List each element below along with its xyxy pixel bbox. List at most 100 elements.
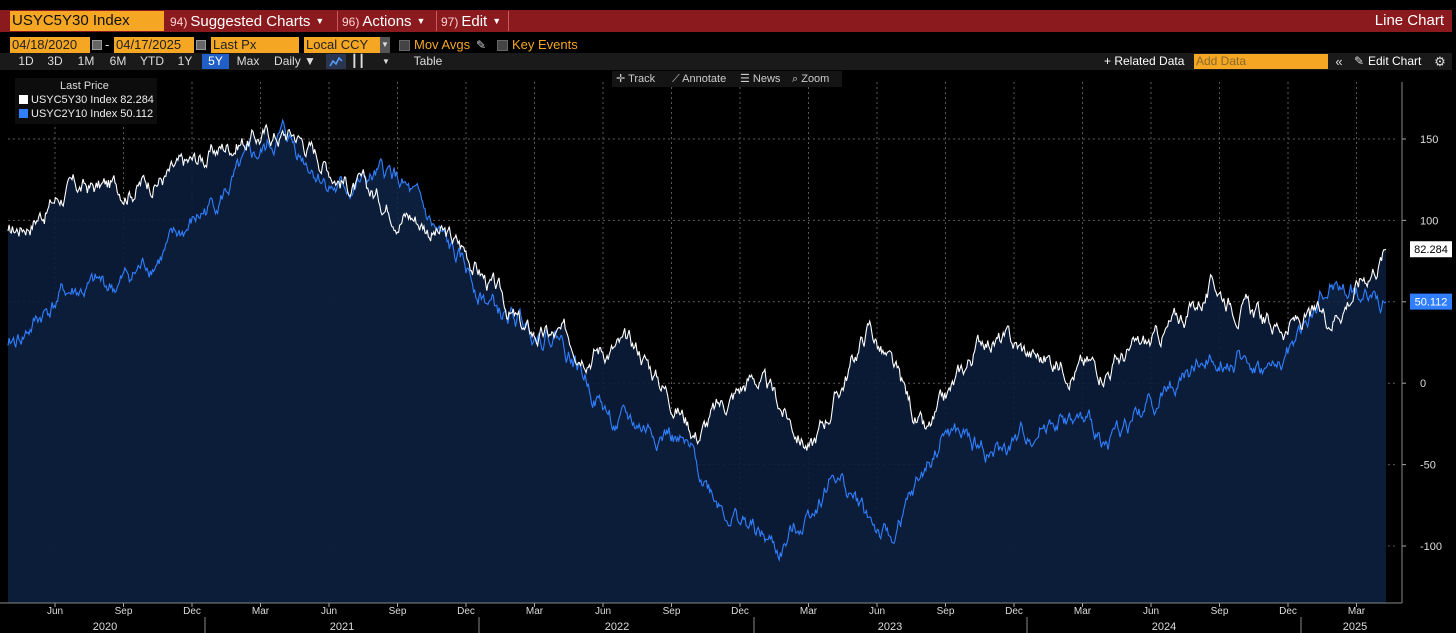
ticker-field[interactable]: USYC5Y30 Index [10, 11, 164, 31]
period-5y[interactable]: 5Y [202, 54, 229, 69]
x-tick-label: Mar [800, 606, 818, 617]
divider [436, 11, 437, 31]
key-events-label[interactable]: Key Events [512, 37, 578, 52]
x-tick-label: Jun [595, 606, 611, 617]
x-tick-label: Dec [731, 606, 749, 617]
chevron-down-icon[interactable]: ▼ [382, 57, 390, 66]
legend-swatch [19, 95, 28, 104]
key-events-checkbox[interactable] [497, 40, 508, 51]
series-areas [8, 120, 1386, 603]
toolbar [0, 53, 1452, 70]
x-tick-label: Sep [115, 606, 133, 617]
caret-down-icon: ▼ [315, 16, 325, 26]
x-tick-label: Sep [1211, 606, 1229, 617]
candlestick-icon[interactable]: ┃┃ [350, 54, 366, 68]
calendar-icon[interactable] [196, 40, 206, 50]
series-area [8, 125, 1386, 603]
zoom-tool[interactable]: ⌕ Zoom [792, 73, 830, 85]
y-axis: 150100500-50-100 [1401, 82, 1442, 603]
chevron-down-icon[interactable]: ▼ [380, 37, 390, 53]
table-button[interactable]: Table [413, 54, 443, 68]
x-year-label: 2025 [1343, 621, 1367, 633]
x-year-label: 2021 [330, 621, 354, 633]
last-value-tags: 82.284 50.112 [1410, 241, 1452, 310]
x-axis: Jun Sep Dec Mar Jun Sep Dec Mar Jun Sep Dec Mar Jun S… [0, 602, 1402, 633]
line-chart-icon[interactable] [326, 54, 346, 69]
x-tick-label: Jun [47, 606, 63, 617]
x-tick-label: Jun [1143, 606, 1159, 617]
pencil-icon[interactable]: ✎ [476, 38, 487, 52]
caret-down-icon: ▼ [492, 16, 502, 26]
series-line [7, 118, 1387, 563]
y-tick-label: 150 [1420, 134, 1438, 146]
suggested-charts-menu[interactable]: 94) Suggested Charts ▼ [170, 13, 325, 30]
line-chart: 150100500-50-100 JunSepDecMarJunSepDecMa… [0, 70, 1456, 633]
x-tick-label: Dec [457, 606, 475, 617]
x-tick-label: Sep [663, 606, 681, 617]
legend-swatch [19, 109, 28, 118]
y-tick-label: -100 [1420, 541, 1442, 553]
end-date-input[interactable]: 04/17/2025 [114, 37, 194, 53]
y-tick-label: 0 [1420, 378, 1426, 390]
x-year-label: 2022 [605, 621, 629, 633]
chart-type-label: Line Chart [1374, 12, 1444, 29]
field-select[interactable]: Last Px [211, 37, 299, 53]
chart-tools-bar [612, 71, 842, 87]
x-tick-label: Dec [183, 606, 201, 617]
pencil-icon[interactable]: ✎ [1353, 54, 1365, 68]
period-ytd[interactable]: YTD [140, 54, 164, 68]
x-tick-label: Mar [252, 606, 270, 617]
last-value-tag [1410, 241, 1452, 258]
x-year-label: 2024 [1152, 621, 1176, 633]
period-6m[interactable]: 6M [109, 54, 127, 68]
legend-item[interactable]: USYC5Y30 Index 82.284 [19, 94, 154, 106]
gear-icon[interactable]: ⚙ [1434, 54, 1446, 69]
related-data-button[interactable]: + Related Data [1104, 54, 1185, 68]
mov-avgs-label[interactable]: Mov Avgs [414, 37, 471, 52]
series-line [7, 123, 1387, 451]
divider [508, 11, 509, 31]
frequency-select[interactable]: Daily ▼ [274, 54, 316, 68]
last-value-label: 82.284 [1414, 244, 1448, 256]
x-year-label: 2020 [93, 621, 117, 633]
mov-avgs-checkbox[interactable] [399, 40, 410, 51]
x-tick-label: Sep [937, 606, 955, 617]
x-tick-label: Jun [321, 606, 337, 617]
period-1y[interactable]: 1Y [177, 54, 193, 68]
x-tick-label: Dec [1279, 606, 1297, 617]
x-tick-label: Jun [869, 606, 885, 617]
legend-title: Last Price [60, 80, 109, 92]
period-3d[interactable]: 3D [47, 54, 63, 68]
x-tick-label: Mar [1348, 606, 1366, 617]
x-tick-label: Sep [389, 606, 407, 617]
last-value-label: 50.112 [1415, 297, 1448, 309]
edit-chart-button[interactable]: Edit Chart [1368, 54, 1422, 68]
actions-menu[interactable]: 96) Actions ▼ [342, 13, 426, 30]
y-tick-label: -50 [1420, 460, 1436, 472]
last-value-tag [1410, 293, 1452, 310]
add-data-input[interactable]: Add Data [1194, 54, 1328, 69]
x-tick-label: Mar [1074, 606, 1092, 617]
x-year-label: 2023 [878, 621, 902, 633]
divider [337, 11, 338, 31]
news-tool[interactable]: ☰ News [740, 73, 781, 85]
x-tick-label: Dec [1005, 606, 1023, 617]
track-tool[interactable]: ✛ Track [616, 73, 656, 85]
edit-menu[interactable]: 97) Edit ▼ [441, 13, 502, 30]
calendar-icon[interactable] [92, 40, 102, 50]
start-date-input[interactable]: 04/18/2020 [10, 37, 90, 53]
caret-down-icon: ▼ [416, 16, 426, 26]
period-1m[interactable]: 1M [77, 54, 95, 68]
title-bar [0, 10, 1452, 32]
period-max[interactable]: Max [236, 54, 260, 68]
currency-select[interactable]: Local CCY [304, 37, 380, 53]
legend-item[interactable]: USYC2Y10 Index 50.112 [19, 108, 153, 120]
series-lines [7, 118, 1387, 563]
period-1d[interactable]: 1D [18, 54, 34, 68]
collapse-icon[interactable]: « [1335, 54, 1343, 69]
chart-legend: Last Price USYC5Y30 Index 82.284 USYC2Y1… [15, 78, 157, 124]
x-tick-label: Mar [526, 606, 544, 617]
annotate-tool[interactable]: ⟋ Annotate [672, 73, 727, 85]
date-separator: - [105, 37, 110, 52]
y-tick-label: 100 [1420, 215, 1438, 227]
